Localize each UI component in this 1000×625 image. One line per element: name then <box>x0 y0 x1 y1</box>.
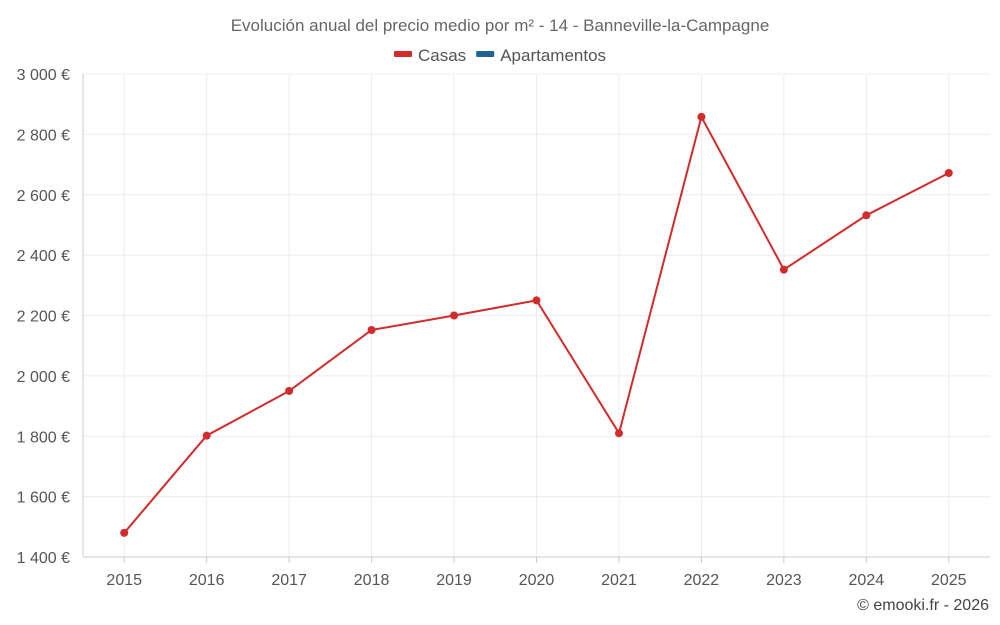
y-tick-label: 1 600 € <box>17 490 70 507</box>
y-tick-label: 2 400 € <box>17 248 70 265</box>
grid <box>83 73 990 558</box>
x-tick-label: 2023 <box>766 572 802 589</box>
y-tick-label: 2 800 € <box>17 127 70 144</box>
x-tick-label: 2020 <box>519 572 555 589</box>
data-point-2022[interactable] <box>697 112 706 121</box>
y-tick-label: 1 800 € <box>17 429 70 446</box>
data-point-2021[interactable] <box>614 429 623 438</box>
credit-text: © emooki.fr - 2026 <box>857 597 989 614</box>
x-tick-label: 2022 <box>684 572 720 589</box>
data-point-2019[interactable] <box>450 311 459 320</box>
y-tick-label: 2 600 € <box>17 188 70 205</box>
y-tick-label: 3 000 € <box>17 67 70 84</box>
x-tick-label: 2017 <box>271 572 307 589</box>
x-tick-label: 2018 <box>354 572 390 589</box>
legend: Casas Apartamentos <box>394 46 606 65</box>
legend-item-casas[interactable]: Casas <box>394 46 466 65</box>
legend-swatch <box>476 51 495 57</box>
x-tick-label: 2016 <box>189 572 225 589</box>
data-point-2020[interactable] <box>532 296 541 305</box>
x-tick-label: 2021 <box>601 572 637 589</box>
y-tick-label: 2 200 € <box>17 309 70 326</box>
data-point-2015[interactable] <box>120 528 129 537</box>
y-tick-label: 2 000 € <box>17 369 70 386</box>
x-tick-label: 2019 <box>436 572 472 589</box>
data-point-2017[interactable] <box>285 386 294 395</box>
x-tick-label: 2015 <box>106 572 142 589</box>
legend-item-apartamentos[interactable]: Apartamentos <box>476 46 606 65</box>
x-tick-label: 2024 <box>849 572 885 589</box>
chart-title: Evolución anual del precio medio por m² … <box>231 16 770 35</box>
legend-label: Apartamentos <box>500 46 606 65</box>
legend-label: Casas <box>418 46 466 65</box>
data-point-2025[interactable] <box>944 169 953 178</box>
data-point-2024[interactable] <box>862 211 871 220</box>
y-tick-label: 1 400 € <box>17 550 70 567</box>
x-tick-label: 2025 <box>931 572 967 589</box>
axes: 1 400 € 1 600 € 1 800 € 2 000 € 2 200 € 2 400… <box>17 67 990 589</box>
legend-swatch <box>394 51 412 57</box>
data-point-2016[interactable] <box>202 431 211 440</box>
series-layer <box>120 112 953 537</box>
data-point-2023[interactable] <box>779 265 788 274</box>
data-point-2018[interactable] <box>367 325 376 334</box>
